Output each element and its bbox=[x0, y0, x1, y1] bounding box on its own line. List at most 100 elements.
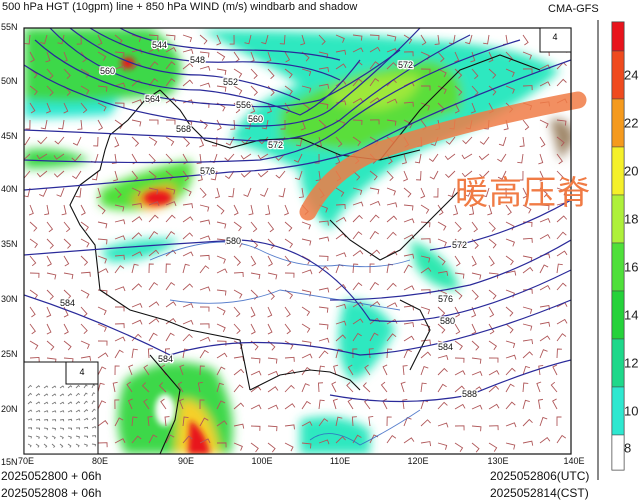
wind-barb bbox=[352, 231, 363, 240]
wind-barb bbox=[24, 153, 31, 161]
wind-barb bbox=[182, 79, 194, 87]
wind-barb bbox=[243, 187, 252, 197]
wind-barb bbox=[233, 306, 241, 318]
wind-barb bbox=[83, 426, 89, 430]
lat-label: 20N bbox=[1, 404, 18, 414]
wind-barb bbox=[352, 97, 364, 104]
wind-barb bbox=[284, 340, 294, 350]
wind-barb bbox=[63, 289, 72, 300]
wind-barb bbox=[233, 68, 243, 78]
wind-barb bbox=[216, 366, 226, 376]
colorbar-label: 10 bbox=[624, 403, 639, 419]
wind-barb bbox=[148, 201, 160, 207]
wind-barb bbox=[386, 202, 398, 208]
wind-barb bbox=[148, 46, 160, 53]
wind-barb bbox=[148, 332, 158, 342]
wind-barb bbox=[453, 204, 459, 216]
wind-barb bbox=[83, 435, 88, 439]
wind-barb bbox=[80, 340, 90, 349]
wind-barb bbox=[216, 204, 225, 215]
wind-barb bbox=[386, 153, 393, 165]
wind-barb bbox=[318, 236, 330, 242]
lat-label: 40N bbox=[1, 184, 18, 194]
wind-barb bbox=[131, 119, 142, 127]
wind-barb bbox=[53, 170, 65, 178]
wind-barb bbox=[46, 85, 54, 97]
wind-barb bbox=[386, 170, 394, 182]
wind-barb bbox=[29, 85, 38, 96]
wind-barb bbox=[267, 272, 278, 280]
wind-barb bbox=[556, 318, 568, 325]
wind-barb bbox=[35, 409, 41, 413]
wind-barb bbox=[43, 443, 48, 448]
wind-barb bbox=[36, 153, 48, 160]
wind-barb bbox=[335, 136, 343, 148]
wind-barb bbox=[488, 221, 496, 232]
wind-barb bbox=[59, 393, 65, 397]
wind-barb bbox=[267, 323, 273, 335]
wind-barb bbox=[250, 404, 262, 410]
wind-barb bbox=[454, 403, 466, 410]
wind-barb bbox=[556, 215, 568, 223]
wind-barb bbox=[91, 392, 96, 397]
wind-barb bbox=[233, 204, 239, 216]
wind-barb bbox=[257, 153, 269, 160]
wind-barb bbox=[454, 289, 463, 300]
valid-time-cst: 2025052814(CST) bbox=[490, 486, 589, 500]
wind-barb bbox=[67, 401, 73, 405]
wind-barb bbox=[233, 368, 245, 376]
wind-barb bbox=[318, 255, 329, 261]
wind-barb bbox=[131, 48, 143, 54]
wind-barb bbox=[556, 348, 562, 359]
wind-barb bbox=[199, 286, 211, 292]
wind-barb bbox=[369, 46, 381, 53]
wind-barb bbox=[216, 238, 227, 245]
contour-548 bbox=[89, 28, 341, 81]
wind-barb bbox=[29, 51, 35, 63]
wind-barb bbox=[522, 365, 531, 376]
wind-barb bbox=[114, 254, 125, 260]
wind-barb bbox=[403, 335, 415, 342]
wind-barb bbox=[335, 334, 347, 342]
wind-barb bbox=[216, 51, 226, 61]
wind-barb bbox=[179, 398, 184, 410]
wind-barb bbox=[335, 252, 347, 258]
wind-barb bbox=[97, 382, 105, 393]
wind-barb bbox=[471, 68, 479, 80]
wind-barb bbox=[488, 272, 499, 279]
wind-barb bbox=[75, 418, 81, 421]
lon-label: 110E bbox=[329, 456, 351, 466]
wind-barb bbox=[386, 416, 392, 427]
wind-barb bbox=[498, 136, 507, 147]
wind-barb bbox=[75, 409, 81, 413]
wind-barb bbox=[522, 68, 533, 74]
wind-barb bbox=[233, 442, 243, 451]
wind-barb bbox=[501, 187, 507, 198]
wind-barb bbox=[332, 398, 338, 410]
wind-barb bbox=[165, 263, 171, 274]
wind-barb bbox=[112, 381, 118, 393]
wind-barb bbox=[437, 383, 447, 393]
wind-barb bbox=[403, 34, 413, 44]
colorbar bbox=[611, 21, 625, 471]
wind-barb bbox=[233, 85, 243, 95]
wind-barb bbox=[462, 136, 473, 145]
wind-barb bbox=[250, 102, 256, 114]
wind-barb bbox=[454, 357, 465, 363]
wind-barb bbox=[114, 102, 125, 108]
colorbar-segment bbox=[611, 98, 625, 148]
wind-barb bbox=[488, 51, 494, 63]
wind-barb bbox=[97, 420, 109, 427]
wind-barb bbox=[437, 422, 449, 428]
wind-barb bbox=[127, 398, 133, 410]
contour-labels: 544 548 552 556 560 560 564 568 572 572 572 576 576 5… bbox=[59, 39, 479, 401]
colorbar-label: 14 bbox=[624, 307, 639, 323]
wind-barb bbox=[522, 85, 533, 91]
wind-barb bbox=[67, 393, 73, 397]
wind-barb bbox=[522, 418, 533, 427]
wind-barb bbox=[505, 401, 516, 410]
wind-barb bbox=[24, 34, 31, 45]
wind-barb bbox=[437, 442, 448, 450]
wind-barb bbox=[284, 384, 295, 393]
wind-barb bbox=[437, 270, 449, 276]
